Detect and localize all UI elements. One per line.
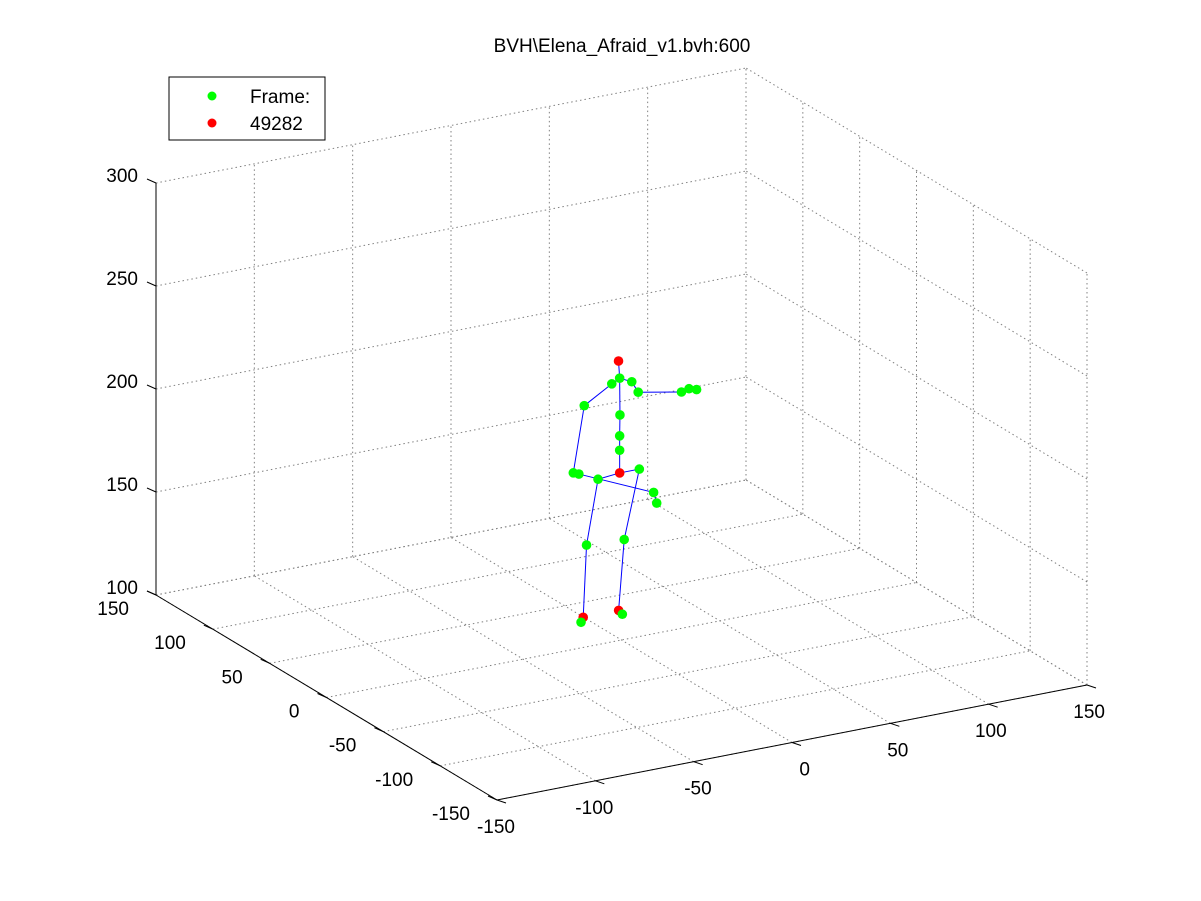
grid-line-back-z	[155, 170, 747, 287]
x-tick-label: 100	[975, 721, 1007, 742]
x-tick-label: -150	[477, 817, 515, 838]
joint-spine2	[614, 431, 625, 441]
joint-l_hip	[634, 464, 645, 474]
bone-r_shoulder-r_elbow	[572, 405, 585, 473]
joint-l_toe	[617, 609, 628, 620]
x-tick-mark	[496, 799, 507, 804]
grid-line-side-z	[745, 67, 1088, 274]
bone-r_knee-r_ankle	[582, 545, 588, 618]
y-tick-mark	[374, 727, 384, 733]
tick-labels: -150-100-50050100150150100500-50-100-150…	[97, 166, 1105, 838]
x-tick-label: 0	[799, 760, 810, 781]
grid-line-floor-y	[212, 513, 803, 630]
grid-line-floor-x	[450, 537, 793, 743]
legend: Frame: 49282	[168, 76, 326, 141]
x-tick-mark	[595, 780, 605, 785]
x-tick-label: -50	[684, 779, 711, 800]
z-tick-label: 250	[106, 269, 138, 290]
joint-r_wrist	[574, 469, 584, 479]
grid-line-floor-x	[352, 556, 694, 763]
legend-label-frame-number: 49282	[250, 114, 303, 135]
y-tick-mark	[260, 658, 270, 664]
z-tick-mark	[146, 281, 157, 287]
grid-line-back-z	[155, 273, 747, 390]
bone-r_collar-r_shoulder	[583, 383, 613, 407]
joint-l_collar	[626, 376, 637, 387]
x-tick-mark	[1086, 684, 1097, 689]
joint-r_hand_2	[651, 498, 662, 508]
y-tick-label: -100	[375, 770, 413, 791]
joint-neck	[614, 373, 625, 383]
y-tick-mark	[487, 795, 498, 801]
grid-line-side-z	[745, 273, 1088, 480]
y-tick-label: 50	[222, 667, 243, 688]
grid-line-back-z	[155, 67, 747, 184]
y-tick-mark	[317, 693, 327, 698]
grid-line-floor-y	[326, 582, 917, 698]
z-tick-label: 200	[106, 372, 138, 393]
joint-l_knee	[619, 534, 630, 545]
grid-line-side-z	[745, 479, 1088, 686]
y-tick-mark	[430, 761, 441, 767]
grid-line-floor-y	[269, 547, 860, 664]
joint-hips	[614, 468, 625, 478]
y-tick-label: 0	[289, 702, 300, 723]
grid-lines	[155, 67, 1088, 801]
y-tick-mark	[203, 624, 214, 630]
y-tick-label: -150	[432, 804, 470, 825]
axes	[146, 178, 1097, 804]
z-tick-mark	[146, 178, 157, 184]
x-tick-mark	[693, 761, 703, 766]
x-tick-mark	[988, 703, 998, 708]
y-tick-label: -50	[329, 736, 356, 757]
joint-l_elbow	[676, 387, 687, 397]
grid-line-back-z	[155, 479, 747, 596]
z-tick-label: 300	[106, 166, 138, 187]
joint-r_knee	[581, 540, 592, 550]
x-tick-mark	[791, 742, 802, 746]
legend-label-frame: Frame:	[250, 87, 310, 108]
chart-title: BVH\Elena_Afraid_v1.bvh:600	[494, 36, 751, 57]
joint-r_hand	[648, 487, 659, 498]
joint-spine3	[615, 410, 625, 420]
legend-marker-frame	[207, 91, 217, 101]
grid-line-side-z	[745, 376, 1088, 583]
grid-line-floor-y	[383, 616, 974, 733]
joint-head_top	[613, 356, 624, 366]
grid-line-side-z	[745, 170, 1088, 377]
x-tick-label: -100	[575, 798, 613, 819]
z-tick-mark	[146, 384, 157, 390]
grid-line-floor-y	[440, 650, 1031, 767]
bone-r_hip-r_knee	[586, 479, 599, 546]
legend-box	[168, 76, 326, 141]
grid-line-back-z	[155, 376, 747, 493]
x-tick-label: 50	[887, 740, 908, 761]
y-tick-label: 100	[154, 633, 186, 654]
skeleton-joints	[568, 356, 702, 628]
joint-r_toe	[576, 617, 586, 628]
bone-l_knee-l_ankle	[618, 539, 625, 611]
bone-r_wrist-r_hand	[578, 473, 654, 493]
x-tick-label: 150	[1073, 702, 1105, 723]
bone-l_hip-l_knee	[623, 469, 640, 540]
z-tick-label: 100	[106, 578, 138, 599]
z-tick-mark	[146, 487, 157, 493]
joint-r_collar	[606, 379, 617, 389]
z-tick-mark	[146, 590, 157, 596]
joint-r_hip	[593, 474, 603, 485]
x-tick-mark	[890, 722, 900, 727]
z-tick-label: 150	[106, 475, 138, 496]
joint-l_shoulder	[633, 387, 643, 398]
joint-spine1	[614, 445, 625, 456]
joint-l_hand	[691, 384, 702, 395]
y-tick-label: 150	[97, 599, 129, 620]
legend-marker-frame-number	[207, 118, 217, 128]
joint-r_shoulder	[579, 400, 590, 411]
joint-l_wrist	[684, 383, 694, 394]
